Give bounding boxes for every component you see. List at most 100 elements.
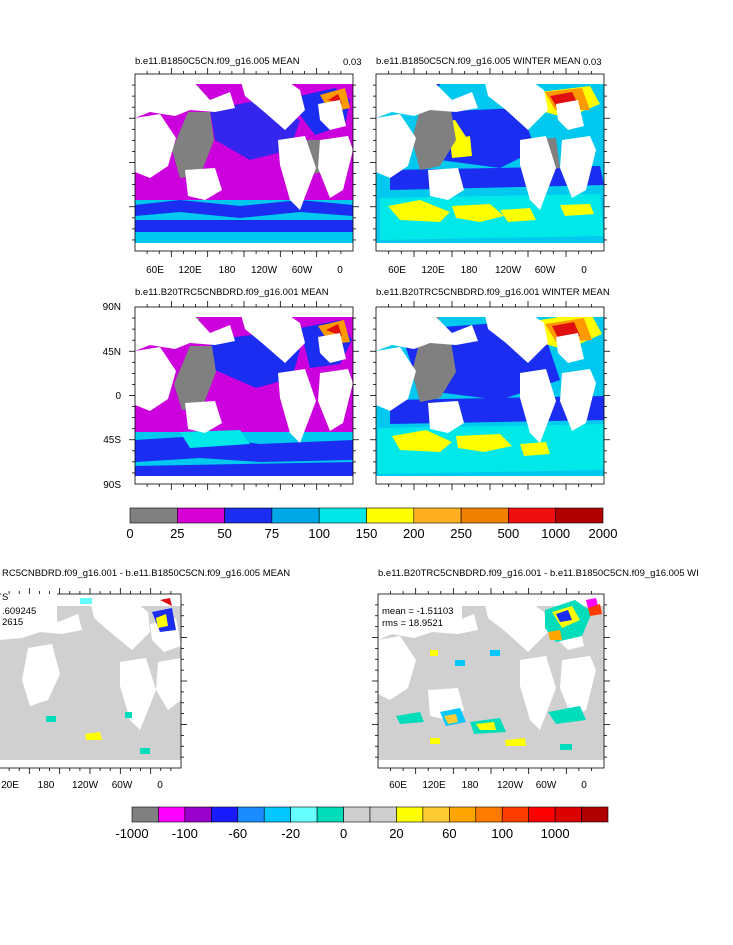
colorbar-bottom-label: -1000 [115, 826, 148, 841]
colorbar-top-label: 25 [170, 526, 184, 541]
colorbar-top-box [224, 507, 273, 524]
colorbar-bottom-label: -100 [172, 826, 198, 841]
colorbar-top-label: 150 [356, 526, 378, 541]
colorbar-bottom: -1000 -100 -60 -20 0 20 60 100 1000 [115, 806, 609, 841]
panel-3-ytick: 90N [103, 302, 121, 313]
panel-2-map [376, 74, 604, 251]
panel-6-xtick: 120W [497, 780, 524, 791]
panel-1-xtick: 120W [251, 265, 278, 276]
panel-3-ytick: 0 [115, 391, 121, 402]
panel-3-map [135, 307, 353, 484]
panel-5-stats-box [1, 591, 57, 625]
colorbar-top-box [555, 507, 604, 524]
colorbar-bottom-box [501, 806, 529, 823]
colorbar-top-label: 200 [403, 526, 425, 541]
panel-2-xtick: 60W [535, 265, 556, 276]
panel-1-xtick: 180 [219, 265, 236, 276]
colorbar-top: 0 25 50 75 100 150 200 250 500 1000 2000 [126, 507, 618, 541]
colorbar-top-label: 75 [265, 526, 279, 541]
panel-5-xtick: 60W [112, 780, 133, 791]
colorbar-top-label: 500 [498, 526, 520, 541]
colorbar-bottom-label: 100 [491, 826, 513, 841]
panel-1-title: b.e11.B1850C5CN.f09_g16.005 MEAN [135, 56, 300, 67]
colorbar-bottom-label: -60 [228, 826, 247, 841]
panel-1-xtick: 0 [337, 265, 343, 276]
colorbar-top-label: 100 [308, 526, 330, 541]
colorbar-bottom-box [581, 806, 609, 823]
colorbar-top-box [271, 507, 320, 524]
panel-6-xtick: 60W [536, 780, 557, 791]
colorbar-top-box [177, 507, 225, 524]
colorbar-bottom-label: 1000 [541, 826, 570, 841]
panel-5-stat-line-1: S [2, 592, 8, 603]
panel-6-xtick: 60E [389, 780, 407, 791]
colorbar-top-box [129, 507, 178, 524]
panel-4-title: b.e11.B20TRC5CNBDRD.f09_g16.001 WINTER M… [376, 287, 610, 298]
colorbar-top-label: 2000 [589, 526, 618, 541]
panel-6-xtick: 120E [422, 780, 446, 791]
colorbar-bottom-label: -20 [281, 826, 300, 841]
colorbar-top-label: 1000 [541, 526, 570, 541]
colorbar-top-box [366, 507, 415, 524]
panel-1-xtick: 60W [292, 265, 313, 276]
colorbar-bottom-box [528, 806, 556, 823]
colorbar-bottom-box [475, 806, 503, 823]
colorbar-bottom-label: 60 [442, 826, 456, 841]
panel-5-stat-line-2: .609245 [2, 606, 36, 617]
panel-5-xtick: 180 [38, 780, 55, 791]
panel-2-corner-label: 0.03 [583, 57, 602, 68]
panel-2-xtick: 0 [581, 265, 587, 276]
colorbar-top-label: 0 [126, 526, 133, 541]
colorbar-top-box [508, 507, 556, 524]
panel-6-stat-mean: mean = -1.51103 [382, 606, 453, 617]
colorbar-bottom-box [158, 806, 186, 823]
panel-5-stat-line-3: 2615 [2, 617, 23, 628]
panel-5-xtick: 20E [1, 780, 19, 791]
panel-6-xtick: 180 [462, 780, 479, 791]
panel-3-ytick: 90S [103, 480, 121, 491]
colorbar-bottom-box [237, 806, 265, 823]
colorbar-bottom-box [554, 806, 582, 823]
panel-1-map [135, 74, 353, 251]
colorbar-bottom-box [369, 806, 397, 823]
colorbar-top-label: 250 [450, 526, 472, 541]
panel-6-xtick: 0 [581, 780, 587, 791]
panel-3-title: b.e11.B20TRC5CNBDRD.f09_g16.001 MEAN [135, 287, 329, 298]
colorbar-top-box [413, 507, 462, 524]
panel-2-xtick: 60E [388, 265, 406, 276]
colorbar-bottom-box [184, 806, 212, 823]
panel-5-map [0, 594, 181, 768]
panel-5-xtick: 0 [157, 780, 163, 791]
panel-6-stats-box [380, 603, 462, 629]
panel-3-ytick: 45S [103, 435, 121, 446]
colorbar-top-box [460, 507, 509, 524]
panel-6-stat-rms: rms = 18.9521 [382, 618, 443, 629]
panel-2-xtick: 120W [495, 265, 522, 276]
panel-3-ytick: 45N [103, 347, 121, 358]
colorbar-bottom-box [290, 806, 318, 823]
panel-5-xtick: 120W [72, 780, 99, 791]
panel-2-title: b.e11.B1850C5CN.f09_g16.005 WINTER MEAN [376, 56, 581, 67]
colorbar-bottom-box [396, 806, 424, 823]
colorbar-bottom-box [131, 806, 159, 823]
colorbar-bottom-box [449, 806, 477, 823]
colorbar-bottom-box [343, 806, 371, 823]
panel-1-xtick: 60E [146, 265, 164, 276]
colorbar-top-box [318, 507, 367, 524]
colorbar-top-label: 50 [217, 526, 231, 541]
colorbar-bottom-box [263, 806, 291, 823]
panel-4-map [376, 307, 604, 484]
panel-2-xtick: 180 [461, 265, 478, 276]
panel-5-title: RC5CNBDRD.f09_g16.001 - b.e11.B1850C5CN.… [2, 568, 290, 579]
tick-marks [8, 68, 610, 774]
colorbar-bottom-label: 0 [340, 826, 347, 841]
colorbar-bottom-label: 20 [389, 826, 403, 841]
panel-2-xtick: 120E [421, 265, 445, 276]
panel-1-corner-label: 0.03 [343, 57, 362, 68]
colorbar-bottom-box [316, 806, 344, 823]
colorbar-bottom-box [422, 806, 450, 823]
panel-6-title: b.e11.B20TRC5CNBDRD.f09_g16.001 - b.e11.… [378, 568, 699, 579]
panel-1-xtick: 120E [178, 265, 202, 276]
colorbar-bottom-box [211, 806, 239, 823]
